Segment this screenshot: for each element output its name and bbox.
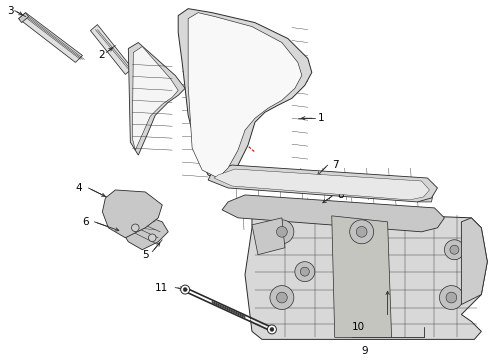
Polygon shape — [19, 13, 29, 23]
Polygon shape — [122, 212, 168, 250]
Text: 8: 8 — [337, 190, 344, 200]
Circle shape — [267, 325, 276, 334]
Circle shape — [269, 328, 273, 332]
Polygon shape — [331, 216, 391, 337]
Text: 5: 5 — [142, 250, 149, 260]
Polygon shape — [208, 165, 437, 202]
Text: 2: 2 — [98, 50, 105, 60]
Polygon shape — [178, 9, 311, 182]
Circle shape — [300, 267, 309, 276]
Text: 4: 4 — [75, 183, 82, 193]
Polygon shape — [244, 210, 487, 339]
Polygon shape — [417, 188, 433, 202]
Circle shape — [131, 224, 139, 231]
Polygon shape — [461, 218, 487, 305]
Circle shape — [180, 285, 189, 294]
Circle shape — [148, 234, 156, 242]
Polygon shape — [128, 42, 185, 155]
Polygon shape — [132, 46, 178, 150]
Text: 6: 6 — [82, 217, 89, 227]
Polygon shape — [102, 190, 162, 238]
Text: 10: 10 — [351, 323, 364, 332]
Circle shape — [349, 220, 373, 244]
Circle shape — [356, 226, 366, 237]
Circle shape — [444, 240, 464, 260]
Circle shape — [294, 262, 314, 282]
Text: 3: 3 — [7, 6, 13, 15]
Circle shape — [269, 220, 293, 244]
Text: 7: 7 — [331, 160, 338, 170]
Polygon shape — [19, 13, 82, 62]
Circle shape — [449, 245, 458, 254]
Polygon shape — [90, 24, 132, 75]
Circle shape — [439, 285, 463, 310]
Text: 11: 11 — [155, 283, 168, 293]
Text: 1: 1 — [317, 113, 324, 123]
Polygon shape — [214, 169, 428, 200]
Circle shape — [276, 292, 286, 303]
Circle shape — [269, 285, 293, 310]
Polygon shape — [222, 195, 444, 232]
Circle shape — [445, 292, 456, 303]
Polygon shape — [421, 218, 439, 232]
Polygon shape — [251, 218, 285, 255]
Polygon shape — [188, 13, 301, 178]
Circle shape — [183, 288, 187, 292]
Text: 9: 9 — [361, 346, 367, 356]
Circle shape — [276, 226, 286, 237]
